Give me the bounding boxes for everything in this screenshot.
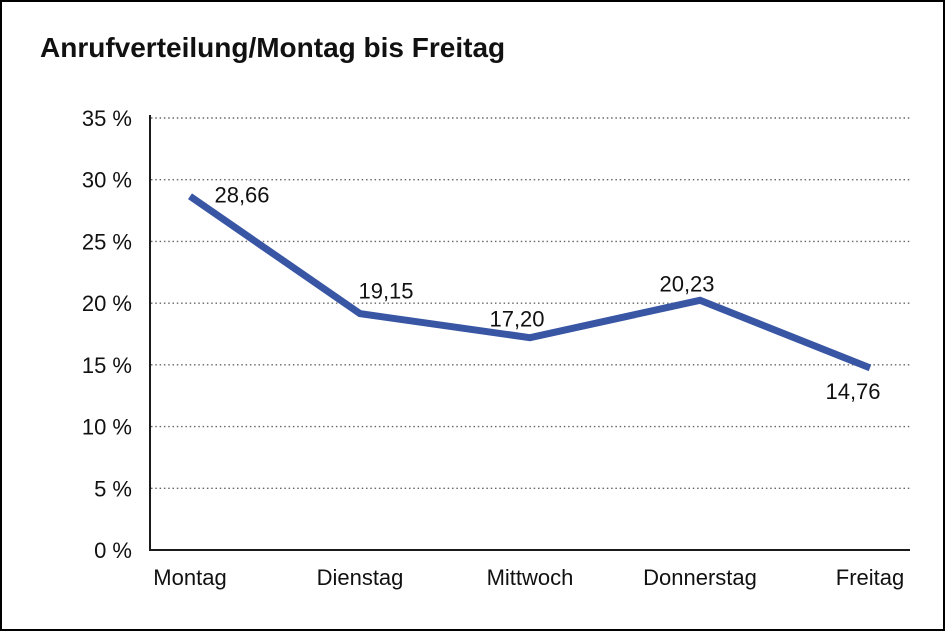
data-point-label: 20,23 [659,271,714,296]
x-tick-label: Freitag [836,565,904,590]
x-tick-label: Donnerstag [643,565,757,590]
chart-title: Anrufverteilung/Montag bis Freitag [40,32,506,63]
y-tick-label: 0 % [94,538,132,563]
y-tick-label: 25 % [82,229,132,254]
y-tick-label: 30 % [82,168,132,193]
y-tick-label: 15 % [82,353,132,378]
y-tick-label: 35 % [82,106,132,131]
data-point-label: 19,15 [358,279,413,304]
data-point-label: 14,76 [825,379,880,404]
y-tick-label: 20 % [82,291,132,316]
data-series-line [188,193,872,372]
x-tick-label: Montag [153,565,226,590]
data-point-label: 28,66 [214,182,269,207]
x-tick-label: Mittwoch [487,565,574,590]
y-tick-label: 10 % [82,415,132,440]
data-point-label: 17,20 [489,307,544,332]
y-tick-label: 5 % [94,476,132,501]
x-tick-label: Dienstag [317,565,404,590]
